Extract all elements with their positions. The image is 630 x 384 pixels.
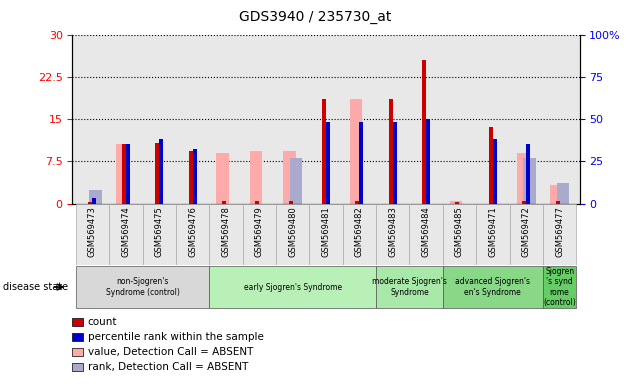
Text: GSM569474: GSM569474: [122, 207, 130, 257]
Text: GSM569481: GSM569481: [321, 207, 331, 257]
Bar: [359, 122, 364, 204]
Text: early Sjogren's Syndrome: early Sjogren's Syndrome: [244, 283, 341, 291]
Bar: [283, 151, 295, 204]
Bar: [216, 153, 229, 204]
Text: GSM569472: GSM569472: [522, 207, 530, 257]
Text: GSM569484: GSM569484: [421, 207, 431, 257]
Bar: [290, 158, 302, 204]
Bar: [410, 204, 443, 265]
Text: GSM569478: GSM569478: [221, 207, 231, 257]
Bar: [72, 348, 83, 356]
Bar: [255, 201, 260, 204]
Bar: [443, 204, 476, 265]
Bar: [355, 201, 359, 204]
Bar: [543, 266, 576, 308]
Bar: [176, 204, 209, 265]
Bar: [392, 122, 397, 204]
Text: disease state: disease state: [3, 282, 68, 292]
Bar: [116, 144, 129, 204]
Text: GSM569471: GSM569471: [488, 207, 497, 257]
Text: non-Sjogren's
Syndrome (control): non-Sjogren's Syndrome (control): [106, 277, 180, 297]
Bar: [543, 204, 576, 265]
Bar: [426, 119, 430, 204]
Text: GSM569479: GSM569479: [255, 207, 264, 257]
Bar: [550, 185, 563, 204]
Bar: [209, 204, 243, 265]
Bar: [76, 204, 109, 265]
Bar: [76, 266, 209, 308]
Bar: [159, 139, 163, 204]
Bar: [209, 266, 376, 308]
Bar: [522, 201, 526, 204]
Bar: [126, 144, 130, 204]
Bar: [343, 204, 376, 265]
Bar: [122, 144, 126, 204]
Text: advanced Sjogren's
en's Syndrome: advanced Sjogren's en's Syndrome: [455, 277, 530, 297]
Bar: [422, 60, 426, 204]
Bar: [155, 143, 159, 204]
Bar: [350, 99, 362, 204]
Bar: [289, 201, 293, 204]
Text: moderate Sjogren's
Syndrome: moderate Sjogren's Syndrome: [372, 277, 447, 297]
Bar: [376, 204, 410, 265]
Bar: [222, 201, 226, 204]
Text: GSM569482: GSM569482: [355, 207, 364, 257]
Text: GSM569476: GSM569476: [188, 207, 197, 257]
Bar: [450, 201, 462, 204]
Bar: [489, 127, 493, 204]
Text: GSM569483: GSM569483: [388, 207, 398, 257]
Text: count: count: [88, 317, 117, 327]
Bar: [249, 151, 262, 204]
Bar: [376, 266, 443, 308]
Bar: [72, 362, 83, 371]
Bar: [389, 99, 392, 204]
Bar: [243, 204, 276, 265]
Text: Sjogren
's synd
rome
(control): Sjogren 's synd rome (control): [543, 267, 576, 307]
Text: percentile rank within the sample: percentile rank within the sample: [88, 332, 263, 342]
Bar: [523, 158, 536, 204]
Text: GSM569477: GSM569477: [555, 207, 564, 257]
Bar: [193, 149, 197, 204]
Text: GSM569473: GSM569473: [88, 207, 97, 257]
Bar: [88, 202, 93, 204]
Bar: [476, 204, 510, 265]
Bar: [142, 204, 176, 265]
Bar: [556, 183, 570, 204]
Text: GSM569475: GSM569475: [155, 207, 164, 257]
Bar: [517, 153, 529, 204]
Text: GDS3940 / 235730_at: GDS3940 / 235730_at: [239, 10, 391, 23]
Bar: [72, 318, 83, 326]
Text: value, Detection Call = ABSENT: value, Detection Call = ABSENT: [88, 347, 253, 357]
Bar: [93, 199, 96, 204]
Text: rank, Detection Call = ABSENT: rank, Detection Call = ABSENT: [88, 362, 248, 372]
Bar: [493, 139, 497, 204]
Bar: [455, 202, 459, 204]
Bar: [89, 190, 102, 204]
Text: GSM569480: GSM569480: [288, 207, 297, 257]
Bar: [322, 99, 326, 204]
Bar: [510, 204, 543, 265]
Bar: [109, 204, 142, 265]
Bar: [276, 204, 309, 265]
Bar: [556, 201, 559, 204]
Text: GSM569485: GSM569485: [455, 207, 464, 257]
Bar: [72, 333, 83, 341]
Bar: [326, 122, 330, 204]
Bar: [188, 151, 193, 204]
Bar: [309, 204, 343, 265]
Bar: [526, 144, 530, 204]
Bar: [443, 266, 543, 308]
